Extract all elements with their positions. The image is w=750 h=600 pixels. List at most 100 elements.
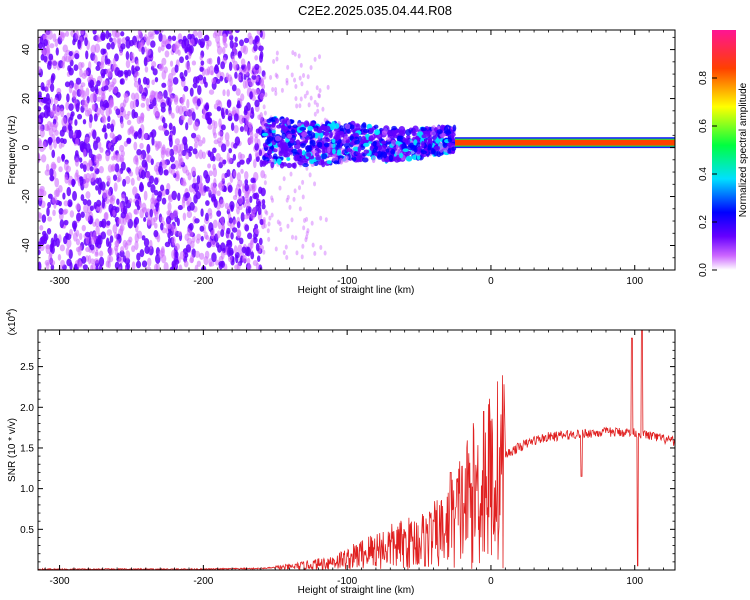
spectrogram-cell-noise (84, 109, 91, 117)
spectrogram-cell-noise (108, 32, 112, 38)
spectrogram-cell-noise (141, 235, 146, 241)
spectrogram-cell-noise (75, 229, 80, 237)
spectrogram-cell-sparse (276, 219, 280, 225)
spectrogram-cell-noise (50, 260, 56, 266)
spectrogram-cell-sparse (286, 64, 290, 70)
spectrogram-cell-noise (239, 39, 244, 47)
spectrogram-cell-noise (52, 196, 58, 205)
spectrogram-cell-noise (102, 48, 107, 54)
spectrogram-cell-sparse (302, 72, 306, 78)
spectrogram-cell-sparse (266, 228, 270, 234)
spectrogram-cell-noise (77, 39, 82, 50)
spectrogram-cell-noise (192, 96, 198, 104)
spectrogram-cell-signal (300, 143, 306, 149)
spectrogram-cell-sparse (326, 84, 330, 90)
spectrogram-cell-sparse (270, 195, 274, 201)
spectrogram-cell-noise (254, 142, 259, 151)
spectrogram-cell-noise (247, 232, 253, 240)
spectrogram-cell-noise (225, 140, 230, 147)
spectrogram-cell-noise (161, 70, 167, 80)
spectrogram-cell-noise (232, 219, 237, 225)
spectrogram-cell-noise (161, 144, 166, 154)
spectrogram-cell-noise (154, 222, 158, 229)
spectrogram-cell-noise (139, 181, 144, 191)
spectrogram-cell-sparse (286, 194, 290, 200)
spectrogram-cell-sparse (262, 104, 266, 110)
spectrogram-cell-sparse (295, 103, 299, 109)
spectrogram-cell-noise (83, 204, 89, 214)
spectrogram-cell-signal (405, 128, 412, 136)
spectrogram-cell-noise (181, 198, 186, 209)
spectrogram-cell-noise (80, 211, 85, 219)
spectrogram-cell-signal (317, 128, 323, 134)
spectrogram-cell-noise (100, 231, 107, 240)
spectrogram-cell-noise (126, 119, 132, 126)
spectrogram-cell-noise (70, 111, 75, 117)
spectrogram-cell-noise (110, 41, 115, 50)
spectrogram-cell-noise (165, 188, 170, 195)
spectrogram-cell-noise (77, 246, 82, 256)
spectrogram-cell-noise (108, 37, 113, 43)
spectrogram-cell-noise (233, 170, 237, 178)
snr-x-tick-label: -100 (337, 576, 357, 587)
spectrogram-cell-noise (89, 93, 95, 103)
spectrogram-cell-sparse (317, 93, 321, 99)
spectrogram-cell-noise (125, 175, 131, 185)
spectrogram-cell-noise (210, 229, 215, 240)
spectrogram-cell-noise (188, 222, 194, 231)
spectrogram-cell-noise (89, 205, 94, 212)
spectrogram-cell-noise (76, 212, 82, 222)
spectrogram-cell-noise (254, 151, 259, 158)
spectrogram-cell-signal (436, 129, 443, 135)
spectrogram-cell-signal (363, 142, 370, 147)
spectrogram-cell-noise (254, 55, 259, 61)
spectrogram-cell-noise (65, 165, 72, 173)
spectrogram-cell-noise (57, 254, 62, 261)
spectrogram-cell-sparse (292, 196, 296, 202)
spectrogram-cell-signal (329, 131, 334, 139)
spectrogram-cell-noise (198, 187, 203, 194)
spectrogram-cell-noise (171, 190, 178, 201)
spectrogram-cell-signal (349, 135, 354, 141)
spectrogram-cell-noise (218, 161, 224, 169)
spectrogram-cell-noise (126, 262, 131, 270)
spectrogram-cell-noise (97, 88, 102, 96)
snr-y-tick-label: 2.5 (20, 362, 34, 373)
spectrogram-cell-signal (430, 130, 437, 137)
spectrogram-cell-noise (216, 30, 222, 37)
spectrogram-cell-sparse (311, 242, 315, 248)
spectrogram-cell-noise (77, 129, 82, 139)
spectrogram-cell-noise (158, 32, 163, 42)
spectrogram-cell-noise (163, 262, 169, 270)
spectrogram-cell-sparse (321, 106, 325, 112)
spectrogram-cell-noise (244, 224, 250, 232)
spectrogram-cell-noise (139, 208, 144, 219)
spectrogram-cell-noise (204, 231, 208, 240)
spectrogram-cell-noise (247, 206, 252, 214)
spectrogram-cell-signal (309, 139, 316, 145)
spectrogram-cell-signal (376, 142, 381, 147)
spectrogram-cell-signal (435, 137, 441, 144)
spectrogram-cell-signal (335, 131, 341, 137)
spectrogram-cell-noise (255, 75, 260, 83)
spectrogram-cell-noise (117, 38, 121, 49)
spectrogram-cell-noise (55, 237, 60, 248)
snr-plot-area (38, 330, 675, 570)
spectrogram-cell-sparse (286, 223, 290, 229)
spectrogram-cell-noise (177, 204, 184, 211)
spectrogram-cell-signal (338, 157, 344, 165)
spectrogram-cell-noise (134, 154, 139, 163)
spectrogram-cell-sparse (294, 96, 298, 102)
spectrogram-cell-noise (133, 111, 139, 119)
spectrogram-cell-noise (90, 258, 95, 265)
spectrogram-cell-noise (99, 106, 105, 116)
spectrogram-cell-noise (254, 132, 259, 139)
spectrogram-cell-noise (179, 157, 184, 166)
spectrogram-cell-noise (47, 136, 53, 144)
snr-x-tick-label: -200 (193, 576, 213, 587)
spectrogram-cell-noise (42, 34, 47, 40)
spectrogram-cell-noise (68, 84, 73, 94)
snr-x-tick-label: 0 (488, 576, 494, 587)
spectrogram-cell-sparse (300, 81, 304, 87)
spectrogram-cell-signal (452, 124, 457, 132)
